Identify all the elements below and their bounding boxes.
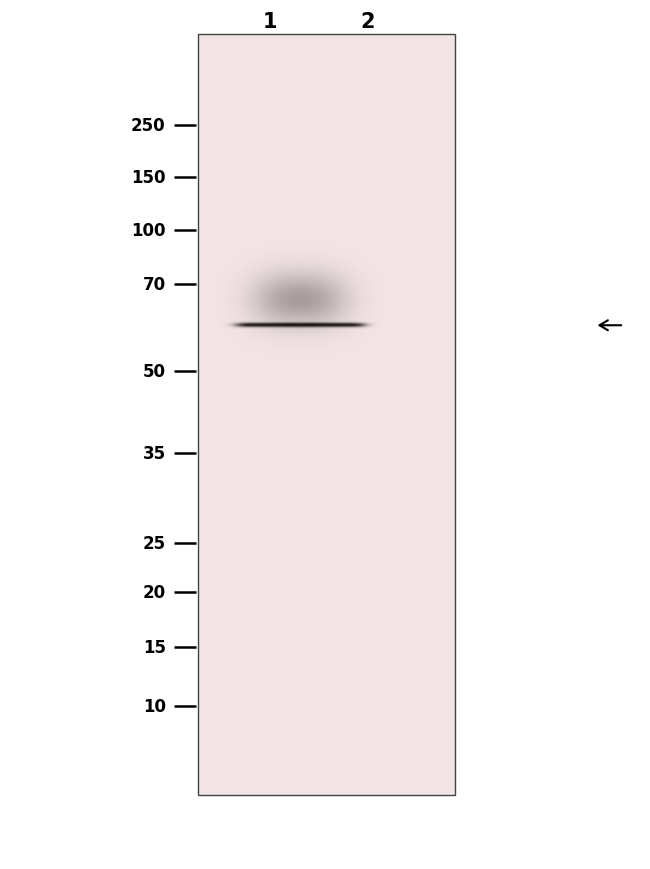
Text: 20: 20 [142, 584, 166, 601]
Text: 250: 250 [131, 117, 166, 135]
Text: 100: 100 [131, 222, 166, 239]
Bar [198, 35, 455, 795]
Text: 150: 150 [131, 169, 166, 187]
Text: 25: 25 [142, 534, 166, 552]
Text: 70: 70 [142, 276, 166, 294]
Text: 50: 50 [143, 363, 166, 381]
Text: 35: 35 [142, 445, 166, 462]
Text: 10: 10 [143, 698, 166, 715]
Text: 2: 2 [360, 12, 374, 31]
Text: 1: 1 [263, 12, 277, 31]
Text: 15: 15 [143, 639, 166, 656]
